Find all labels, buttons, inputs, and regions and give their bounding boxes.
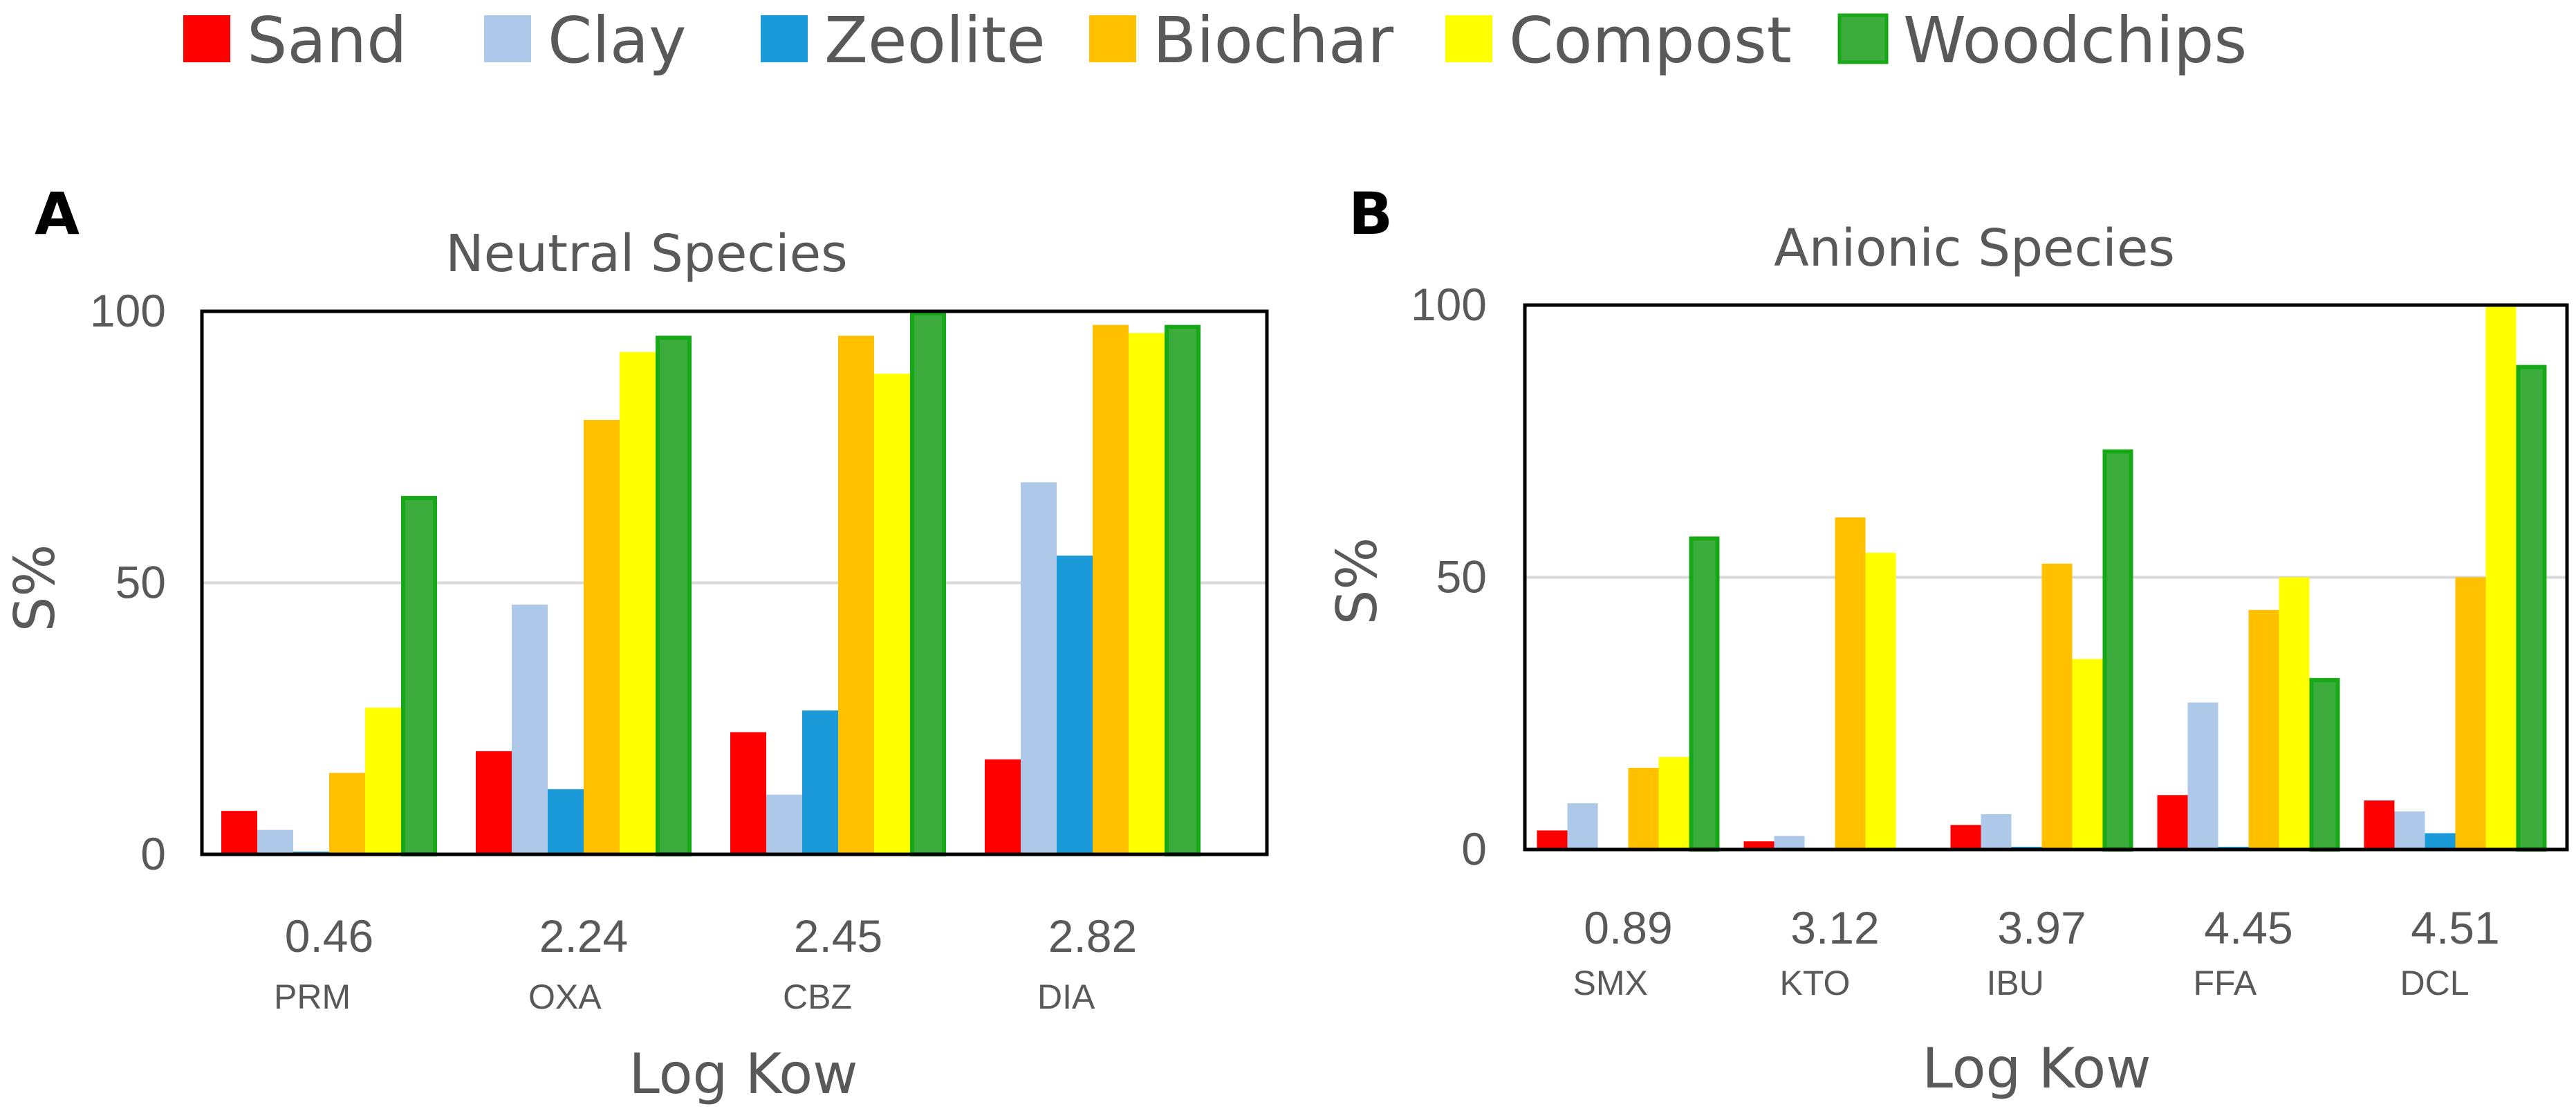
bar-sand-dcl xyxy=(2364,800,2395,850)
bar-zeolite-cbz xyxy=(802,710,838,854)
bar-clay-cbz xyxy=(766,794,802,854)
x-category-label: 3.97 xyxy=(1997,902,2086,953)
bar-compost-prm xyxy=(365,708,401,854)
x-category-sublabel: PRM xyxy=(274,977,351,1016)
x-category-label: 3.12 xyxy=(1790,902,1879,953)
panel-label-a: A xyxy=(35,180,80,248)
bar-biochar-ffa xyxy=(2248,609,2279,850)
bar-biochar-dcl xyxy=(2455,577,2486,850)
x-category-sublabel: IBU xyxy=(1987,964,2044,1002)
chart-panel-a: A Neutral Species S% Log Kow 0 50 100 0.46 P… xyxy=(3,180,1269,1106)
y-tick-label: 0 xyxy=(1461,823,1487,874)
bar-sand-cbz xyxy=(730,732,766,854)
legend-label-biochar: Biochar xyxy=(1153,3,1393,77)
bar-woodchips-cbz xyxy=(910,311,946,856)
x-category-label: 0.46 xyxy=(285,910,373,962)
x-category-label: 2.24 xyxy=(539,910,628,962)
legend-label-clay: Clay xyxy=(548,3,687,77)
chart-title-a: Neutral Species xyxy=(445,224,847,284)
bar-sand-smx xyxy=(1537,830,1568,850)
bar-clay-prm xyxy=(257,829,293,854)
bar-woodchips-oxa xyxy=(656,336,692,856)
x-category-label: 2.45 xyxy=(794,910,882,962)
bar-woodchips-dia xyxy=(1165,324,1201,856)
bar-woodchips-smx xyxy=(1689,536,1720,852)
bar-woodchips-prm xyxy=(401,495,437,856)
bar-compost-dcl xyxy=(2485,305,2517,850)
x-category-sublabel: OXA xyxy=(528,977,602,1016)
legend-label-sand: Sand xyxy=(247,3,407,77)
x-axis-label-b: Log Kow xyxy=(1922,1036,2151,1101)
bar-sand-oxa xyxy=(476,751,512,854)
bar-clay-ibu xyxy=(1981,814,2012,850)
x-category-label: 0.89 xyxy=(1584,902,1672,953)
bar-biochar-kto xyxy=(1835,517,1866,850)
legend-label-zeolite: Zeolite xyxy=(824,3,1046,77)
bar-biochar-prm xyxy=(329,773,365,854)
bar-woodchips-ibu xyxy=(2102,449,2133,852)
plot-frame xyxy=(200,309,1269,856)
y-tick-label: 50 xyxy=(1436,551,1487,603)
bar-zeolite-dia xyxy=(1057,556,1093,854)
x-category-sublabel: DCL xyxy=(2400,964,2470,1002)
bar-compost-cbz xyxy=(874,374,910,854)
bar-compost-ibu xyxy=(2072,659,2103,850)
bar-biochar-oxa xyxy=(584,420,620,854)
bar-biochar-dia xyxy=(1093,324,1129,854)
legend: Sand Clay Zeolite Biochar Compost Woodchips xyxy=(183,3,2247,77)
y-tick-label: 0 xyxy=(140,828,166,879)
panel-label-b: B xyxy=(1349,180,1393,248)
x-category-sublabel: FFA xyxy=(2194,964,2257,1002)
bar-biochar-ibu xyxy=(2041,563,2073,850)
legend-label-compost: Compost xyxy=(1509,3,1792,77)
x-category-sublabel: SMX xyxy=(1573,964,1648,1002)
x-category-sublabel: CBZ xyxy=(783,977,852,1016)
y-axis-label-a: S% xyxy=(3,544,67,632)
x-category-sublabel: KTO xyxy=(1780,964,1851,1002)
y-tick-label: 100 xyxy=(1411,279,1487,330)
legend-swatch-sand xyxy=(183,15,230,62)
x-category-label: 4.45 xyxy=(2204,902,2292,953)
legend-swatch-woodchips xyxy=(1837,13,1889,64)
legend-swatch-zeolite xyxy=(761,15,808,62)
bar-clay-smx xyxy=(1567,803,1598,850)
chart-title-b: Anionic Species xyxy=(1774,219,2175,278)
bar-zeolite-oxa xyxy=(548,789,584,854)
bar-sand-kto xyxy=(1743,841,1775,850)
x-category-sublabel: DIA xyxy=(1037,977,1095,1016)
bar-compost-kto xyxy=(1865,553,1896,850)
y-tick-label: 50 xyxy=(115,557,166,608)
bar-sand-prm xyxy=(221,811,257,854)
bar-compost-ffa xyxy=(2279,577,2310,850)
legend-swatch-clay xyxy=(484,15,531,62)
legend-label-woodchips: Woodchips xyxy=(1903,3,2247,77)
x-category-label: 4.51 xyxy=(2411,902,2499,953)
bar-compost-oxa xyxy=(620,351,656,854)
bar-sand-ffa xyxy=(2157,795,2188,850)
legend-swatch-compost xyxy=(1445,15,1492,62)
legend-swatch-biochar xyxy=(1089,15,1136,62)
bar-clay-oxa xyxy=(512,604,548,854)
bar-compost-dia xyxy=(1129,333,1165,854)
bar-sand-dia xyxy=(985,759,1021,854)
bar-clay-kto xyxy=(1774,836,1805,850)
bar-woodchips-ffa xyxy=(2309,678,2340,852)
bar-clay-ffa xyxy=(2187,702,2218,850)
bar-clay-dcl xyxy=(2394,811,2425,850)
bar-compost-smx xyxy=(1658,757,1689,850)
x-category-label: 2.82 xyxy=(1048,910,1137,962)
bar-clay-dia xyxy=(1021,482,1057,854)
plot-frame xyxy=(1523,303,2569,852)
bar-woodchips-dcl xyxy=(2516,365,2547,852)
bar-biochar-cbz xyxy=(838,336,874,854)
bar-zeolite-dcl xyxy=(2425,833,2456,850)
chart-panel-b: B Anionic Species S% Log Kow 0 50 100 0.89 S… xyxy=(1325,180,2569,1101)
bar-sand-ibu xyxy=(1950,825,1981,850)
x-axis-label-a: Log Kow xyxy=(629,1042,858,1106)
y-axis-label-b: S% xyxy=(1325,538,1389,625)
y-tick-label: 100 xyxy=(90,285,166,336)
bar-biochar-smx xyxy=(1628,767,1659,850)
